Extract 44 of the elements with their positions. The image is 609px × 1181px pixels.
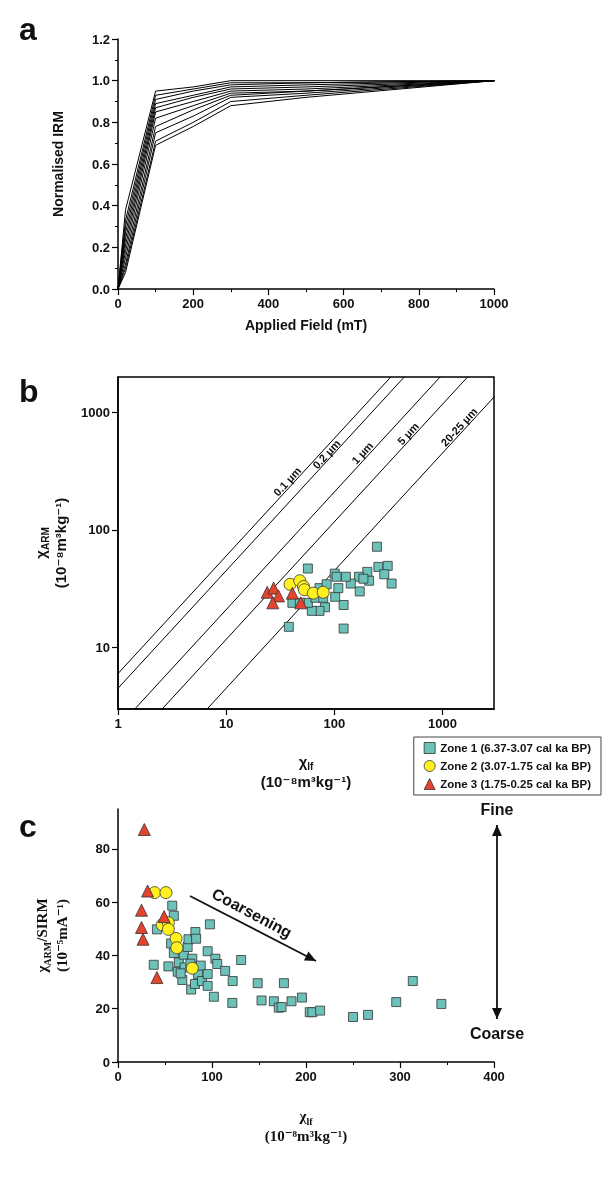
annotation: 5 μm xyxy=(394,419,422,447)
y-tick-label: 1.2 xyxy=(91,31,110,47)
y-tick-label: 0 xyxy=(102,1054,110,1070)
x-axis-title: Applied Field (mT) xyxy=(244,317,368,333)
annotation: Coarse xyxy=(469,1024,525,1042)
annotation: 0.2 μm xyxy=(310,437,343,472)
x-tick-label: 100 xyxy=(201,1069,223,1084)
x-tick-label: 200 xyxy=(182,296,205,312)
y-tick-label: 60 xyxy=(95,894,110,910)
annotation: Fine xyxy=(480,800,514,818)
chart-title: b xyxy=(19,373,39,409)
y-tick-label: 0.8 xyxy=(91,114,110,130)
y-tick-label: 0.4 xyxy=(91,198,111,214)
x-tick-label: 800 xyxy=(407,296,430,312)
x-tick-label: 300 xyxy=(389,1069,411,1084)
y-tick-label: 100 xyxy=(88,522,110,538)
x-tick-label: 400 xyxy=(257,296,280,312)
x-tick-label: 0 xyxy=(114,296,122,312)
x-tick-label: 1000 xyxy=(479,296,509,312)
chart-title: c xyxy=(19,808,37,844)
y-tick-label: 0.2 xyxy=(91,239,110,255)
x-tick-label: 1000 xyxy=(427,716,457,731)
y-tick-label: 10 xyxy=(95,640,110,656)
y-tick-label: 1000 xyxy=(81,404,110,420)
x-tick-label: 1 xyxy=(114,716,122,731)
x-tick-label: 100 xyxy=(323,716,346,731)
chart-title: a xyxy=(19,11,37,47)
x-tick-label: 10 xyxy=(218,716,234,731)
x-tick-label: 0 xyxy=(114,1069,122,1084)
y-axis-title: Normalised IRM xyxy=(50,111,66,217)
y-tick-label: 0.0 xyxy=(91,281,110,297)
legend-label: Zone 2 (3.07-1.75 cal ka BP) xyxy=(440,760,592,772)
x-tick-label: 400 xyxy=(483,1069,505,1084)
y-tick-label: 20 xyxy=(95,1001,110,1017)
y-tick-label: 80 xyxy=(95,841,110,857)
legend-label: Zone 3 (1.75-0.25 cal ka BP) xyxy=(440,778,592,790)
y-tick-label: 40 xyxy=(95,947,110,963)
legend-label: Zone 1 (6.37-3.07 cal ka BP) xyxy=(440,742,592,754)
y-tick-label: 0.6 xyxy=(91,156,110,172)
annotation: 0.1 μm xyxy=(270,464,304,499)
x-tick-label: 200 xyxy=(295,1069,317,1084)
annotation: 1 μm xyxy=(349,439,376,467)
y-tick-label: 1.0 xyxy=(91,73,110,89)
x-tick-label: 600 xyxy=(332,296,355,312)
